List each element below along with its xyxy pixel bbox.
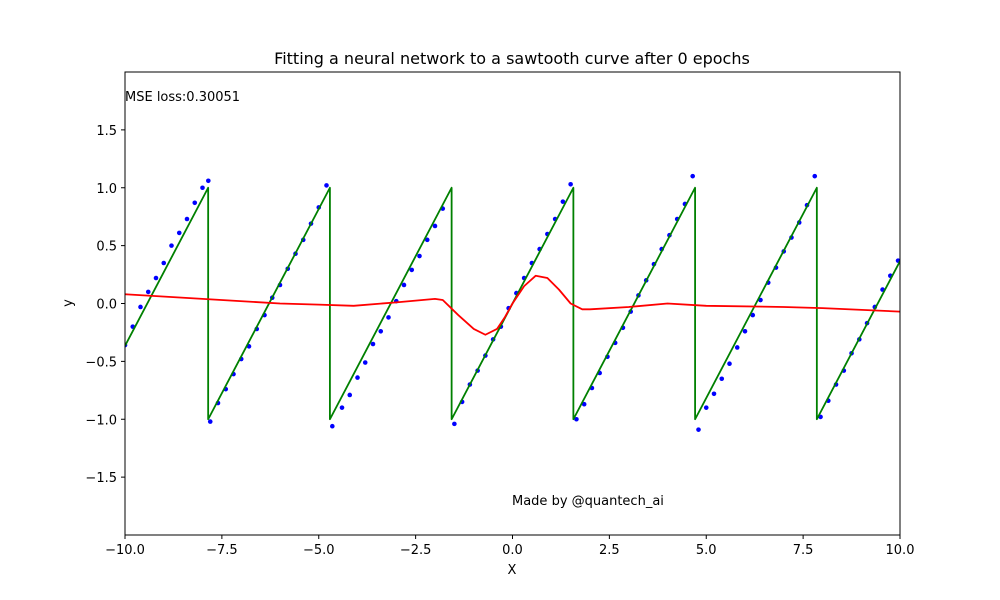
x-tick-label: 2.5 — [599, 543, 620, 558]
x-tick-label: 5.0 — [696, 543, 717, 558]
scatter-point — [452, 421, 457, 427]
scatter-point — [169, 243, 174, 248]
scatter-point — [161, 260, 167, 266]
x-axis-label: X — [508, 563, 517, 578]
scatter-point — [409, 267, 415, 273]
x-tick-label: −5.0 — [303, 543, 335, 558]
scatter-point — [734, 345, 740, 350]
x-tick-label: 7.5 — [793, 543, 814, 558]
scatter-point — [207, 419, 213, 424]
credit-annotation: Made by @quantech_ai — [512, 494, 664, 509]
x-tick-label: −10.0 — [105, 543, 145, 558]
scatter-point — [176, 230, 182, 236]
mse-loss-annotation: MSE loss:0.30051 — [125, 90, 240, 105]
scatter-point — [347, 392, 353, 398]
scatter-point — [417, 253, 422, 259]
scatter-point — [355, 375, 360, 380]
scatter-point — [727, 361, 732, 366]
scatter-point — [812, 173, 818, 179]
scatter-point — [145, 289, 151, 295]
scatter-point — [750, 312, 756, 318]
scatter-point — [386, 315, 391, 320]
plot-area — [125, 173, 900, 432]
scatter-point — [690, 173, 695, 179]
scatter-point — [401, 282, 407, 288]
x-tick-label: −7.5 — [206, 543, 238, 558]
y-tick-label: −1.5 — [85, 471, 117, 486]
scatter-point — [370, 341, 376, 347]
axis-ticks: −10.0 −7.5 −5.0 −2.5 0.0 2.5 5.0 7.5 10.0 −1.5 −1.… — [85, 124, 914, 558]
scatter-point — [138, 304, 143, 310]
y-tick-label: 1.0 — [96, 182, 117, 197]
y-tick-label: −0.5 — [85, 355, 117, 370]
y-axis-label: y — [61, 299, 76, 307]
scatter-point — [560, 199, 566, 204]
x-tick-label: 10.0 — [886, 543, 915, 558]
scatter-point — [696, 427, 701, 432]
chart-title: Fitting a neural network to a sawtooth c… — [274, 49, 750, 68]
x-tick-label: −2.5 — [400, 543, 432, 558]
scatter-point — [581, 401, 587, 407]
scatter-point — [330, 423, 335, 429]
prediction-line — [125, 274, 900, 336]
scatter-point — [378, 328, 384, 334]
scatter-point — [339, 405, 345, 410]
y-tick-label: −1.0 — [85, 413, 117, 428]
scatter-point — [206, 178, 211, 184]
scatter-point — [568, 181, 573, 187]
y-tick-label: 1.5 — [96, 124, 117, 139]
scatter-point — [742, 328, 748, 334]
scatter-point — [192, 200, 198, 206]
scatter-point — [153, 275, 159, 281]
scatter-point — [200, 185, 205, 191]
scatter-point — [184, 216, 190, 222]
scatter-point — [574, 416, 579, 422]
x-tick-label: 0.0 — [502, 543, 523, 558]
scatter-point — [711, 391, 717, 397]
scatter-point — [719, 376, 725, 382]
scatter-point — [424, 237, 430, 243]
scatter-point — [324, 183, 329, 188]
scatter-point — [432, 223, 438, 229]
y-tick-label: 0.0 — [96, 298, 117, 313]
y-tick-label: 0.5 — [96, 240, 117, 255]
axes-frame — [124, 71, 901, 536]
scatter-point — [703, 405, 709, 410]
scatter-point — [362, 360, 368, 365]
